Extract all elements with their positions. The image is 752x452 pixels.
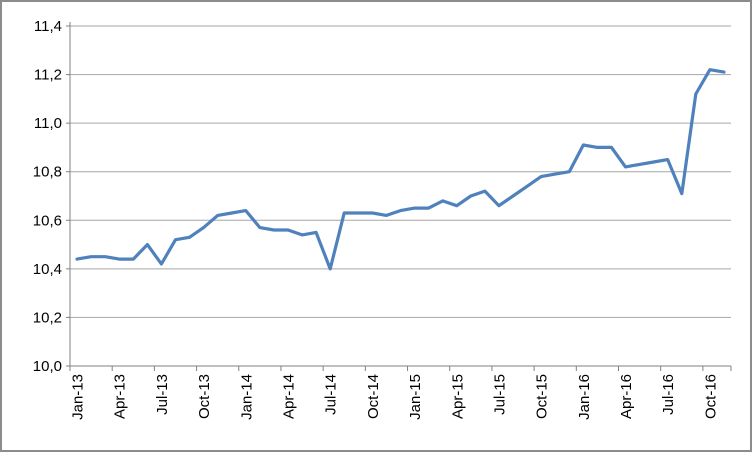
x-axis-label: Jan-13	[70, 374, 87, 420]
y-axis-label: 10,8	[33, 164, 62, 181]
x-axis-label: Oct-16	[702, 374, 719, 419]
y-axis-label: 11,4	[34, 18, 62, 35]
x-axis-label: Apr-15	[449, 374, 466, 419]
x-axis-label: Oct-15	[534, 374, 551, 419]
x-axis-label: Jan-16	[576, 374, 593, 420]
x-axis-label: Oct-13	[196, 374, 213, 419]
x-axis-label: Jul-14	[323, 374, 340, 415]
x-axis-label: Jul-16	[660, 374, 677, 415]
x-axis-label: Jan-14	[238, 374, 255, 420]
y-axis-label: 11,2	[34, 67, 62, 84]
x-axis-label: Apr-16	[618, 374, 635, 419]
x-axis-label: Apr-13	[112, 374, 129, 419]
y-axis-label: 10,0	[33, 358, 62, 375]
y-axis-label: 10,2	[33, 309, 62, 326]
data-line-series	[75, 68, 726, 271]
x-axis-label: Jan-15	[407, 374, 424, 420]
y-axis-label: 10,4	[33, 261, 62, 278]
y-axis-label: 11,0	[34, 115, 62, 132]
x-axis-label: Apr-14	[280, 374, 297, 419]
x-axis-label: Jul-13	[154, 374, 171, 415]
x-axis-label: Oct-14	[365, 374, 382, 419]
y-axis-label: 10,6	[33, 212, 62, 229]
x-axis-label: Jul-15	[491, 374, 508, 415]
